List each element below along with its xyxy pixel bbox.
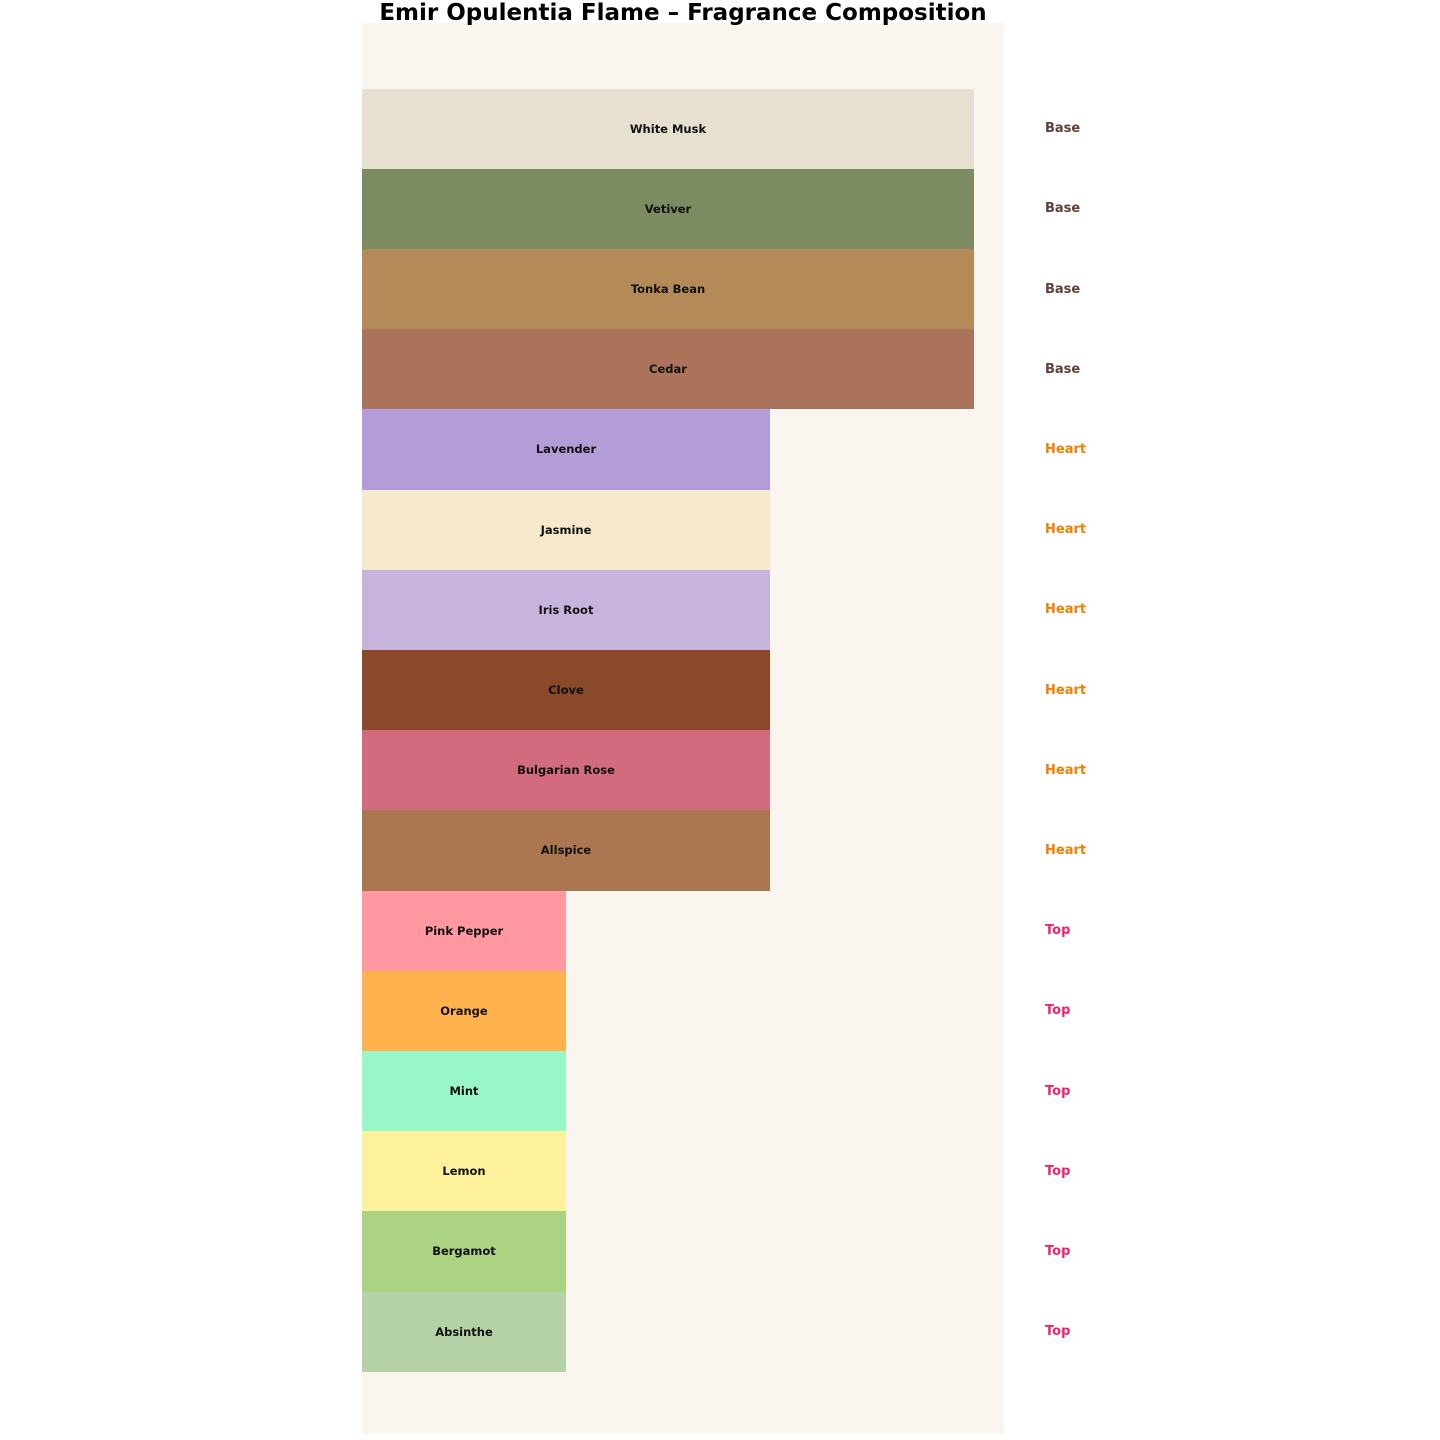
category-label-lemon: Top [1045,1163,1071,1179]
bar-label-mint: Mint [449,1084,479,1099]
bar-iris-root: Iris Root [362,569,770,650]
bar-allspice: Allspice [362,810,770,891]
category-label-vetiver: Base [1045,201,1081,217]
bar-label-tonka-bean: Tonka Bean [630,282,706,297]
bar-label-white-musk: White Musk [629,121,707,136]
category-label-white-musk: Base [1045,121,1081,137]
category-label-allspice: Heart [1045,842,1087,858]
category-label-iris-root: Heart [1045,602,1087,618]
bar-label-lavender: Lavender [535,442,597,457]
bar-mint: Mint [362,1051,566,1132]
category-label-jasmine: Heart [1045,522,1087,538]
bar-label-bergamot: Bergamot [432,1244,496,1259]
chart-title: Emir Opulentia Flame – Fragrance Composi… [379,0,987,26]
bar-white-musk: White Musk [362,88,974,169]
bar-label-vetiver: Vetiver [644,201,692,216]
bar-bulgarian-rose: Bulgarian Rose [362,730,770,811]
category-label-pink-pepper: Top [1045,923,1071,939]
category-label-orange: Top [1045,1003,1071,1019]
category-label-tonka-bean: Base [1045,281,1081,297]
bar-label-lemon: Lemon [442,1164,486,1179]
category-label-absinthe: Top [1045,1324,1071,1340]
bar-vetiver: Vetiver [362,168,974,249]
bar-label-jasmine: Jasmine [540,522,592,537]
bar-label-iris-root: Iris Root [538,602,594,617]
bar-label-pink-pepper: Pink Pepper [424,923,504,938]
category-label-lavender: Heart [1045,441,1087,457]
category-label-clove: Heart [1045,682,1087,698]
category-label-bergamot: Top [1045,1243,1071,1259]
category-label-cedar: Base [1045,361,1081,377]
bar-cedar: Cedar [362,329,974,410]
category-label-bulgarian-rose: Heart [1045,762,1087,778]
bar-absinthe: Absinthe [362,1291,566,1372]
bar-label-absinthe: Absinthe [435,1324,493,1339]
bar-label-cedar: Cedar [649,362,687,377]
bar-label-orange: Orange [440,1003,488,1018]
bar-jasmine: Jasmine [362,489,770,570]
bar-lemon: Lemon [362,1131,566,1212]
bar-bergamot: Bergamot [362,1211,566,1292]
bar-orange: Orange [362,970,566,1051]
category-label-mint: Top [1045,1083,1071,1099]
bar-pink-pepper: Pink Pepper [362,890,566,971]
bar-lavender: Lavender [362,409,770,490]
bar-label-allspice: Allspice [540,843,592,858]
bar-clove: Clove [362,650,770,731]
bar-tonka-bean: Tonka Bean [362,249,974,330]
bar-label-clove: Clove [548,683,584,698]
bar-label-bulgarian-rose: Bulgarian Rose [517,763,615,778]
